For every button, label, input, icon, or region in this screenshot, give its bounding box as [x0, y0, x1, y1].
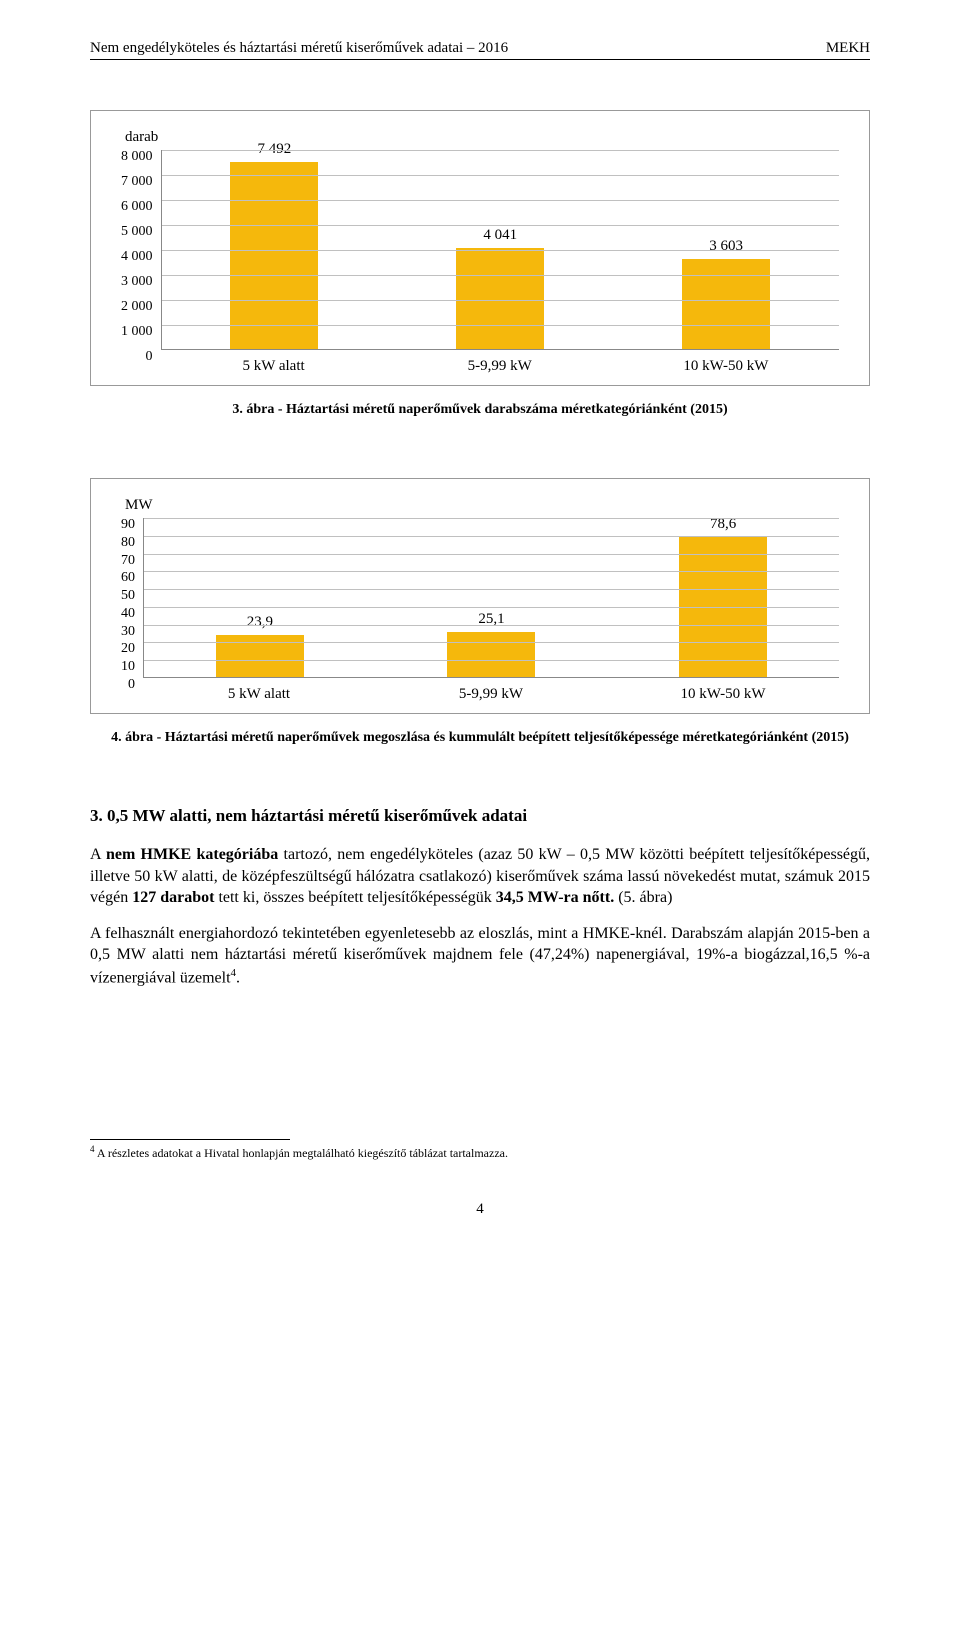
x-tick-label: 10 kW-50 kW [613, 358, 839, 375]
chart-1: darab 8 0007 0006 0005 0004 0003 0002 00… [90, 110, 870, 386]
section-heading: 3. 0,5 MW alatti, nem háztartási méretű … [90, 806, 870, 826]
bar [456, 248, 544, 349]
gridline [162, 300, 840, 301]
text-bold: 34,5 MW-ra nőtt. [496, 889, 615, 906]
page-number: 4 [90, 1201, 870, 1218]
gridline [162, 275, 840, 276]
text-bold: 127 darabot [132, 889, 214, 906]
x-tick-label: 5-9,99 kW [375, 686, 607, 703]
chart-2: MW 9080706050403020100 23,9 25,1 78,6 5 kW… [90, 478, 870, 714]
page-header: Nem engedélyköteles és háztartási méretű… [90, 40, 870, 60]
bar [447, 632, 535, 677]
bar [230, 162, 318, 349]
chart-1-plot: 7 4924 0413 603 [161, 150, 840, 350]
text-span: A [90, 846, 106, 863]
chart-1-x-axis: 5 kW alatt5-9,99 kW10 kW-50 kW [161, 358, 840, 375]
gridline [144, 518, 839, 519]
footnote-text: A részletes adatokat a Hivatal honlapján… [95, 1146, 508, 1160]
bar-value-label: 3 603 [709, 238, 743, 255]
gridline [144, 589, 839, 590]
gridline [162, 200, 840, 201]
gridline [144, 554, 839, 555]
chart-2-ylabel: MW [125, 497, 839, 514]
bar-cell: 3 603 [613, 238, 839, 349]
bar-cell: 25,1 [376, 611, 608, 677]
bar-value-label: 25,1 [478, 611, 504, 628]
x-tick-label: 5 kW alatt [161, 358, 387, 375]
x-tick-label: 5-9,99 kW [387, 358, 613, 375]
gridline [144, 607, 839, 608]
gridline [144, 571, 839, 572]
chart-2-caption: 4. ábra - Háztartási méretű naperőművek … [90, 730, 870, 746]
chart-1-caption: 3. ábra - Háztartási méretű naperőművek … [90, 402, 870, 418]
gridline [162, 250, 840, 251]
gridline [162, 175, 840, 176]
bar-cell: 4 041 [387, 227, 613, 349]
gridline [144, 536, 839, 537]
header-left: Nem engedélyköteles és háztartási méretű… [90, 40, 508, 57]
chart-1-y-axis: 8 0007 0006 0005 0004 0003 0002 0001 000… [121, 150, 161, 350]
bar-cell: 23,9 [144, 614, 376, 677]
bar [216, 635, 304, 677]
x-tick-label: 5 kW alatt [143, 686, 375, 703]
text-span: (5. ábra) [614, 889, 672, 906]
paragraph-2: A felhasznált energiahordozó tekintetébe… [90, 923, 870, 989]
bar [682, 259, 770, 349]
gridline [162, 225, 840, 226]
text-span: tett ki, összes beépített teljesítőképes… [214, 889, 495, 906]
text-span: A felhasznált energiahordozó tekintetébe… [90, 925, 870, 987]
chart-2-y-axis: 9080706050403020100 [121, 518, 143, 678]
text-span: . [236, 969, 240, 986]
gridline [144, 642, 839, 643]
footnote: 4 A részletes adatokat a Hivatal honlapj… [90, 1144, 870, 1161]
bar-cell: 7 492 [162, 141, 388, 349]
bar-value-label: 23,9 [247, 614, 273, 631]
gridline [144, 625, 839, 626]
gridline [162, 150, 840, 151]
paragraph-1: A nem HMKE kategóriába tartozó, nem enge… [90, 844, 870, 909]
footnote-rule [90, 1139, 290, 1140]
x-tick-label: 10 kW-50 kW [607, 686, 839, 703]
chart-2-x-axis: 5 kW alatt5-9,99 kW10 kW-50 kW [143, 686, 839, 703]
header-right: MEKH [826, 40, 870, 57]
gridline [144, 660, 839, 661]
text-bold: nem HMKE kategóriába [106, 846, 278, 863]
bar-value-label: 4 041 [483, 227, 517, 244]
bar-cell: 78,6 [607, 516, 839, 677]
chart-2-plot: 23,9 25,1 78,6 [143, 518, 839, 678]
gridline [162, 325, 840, 326]
